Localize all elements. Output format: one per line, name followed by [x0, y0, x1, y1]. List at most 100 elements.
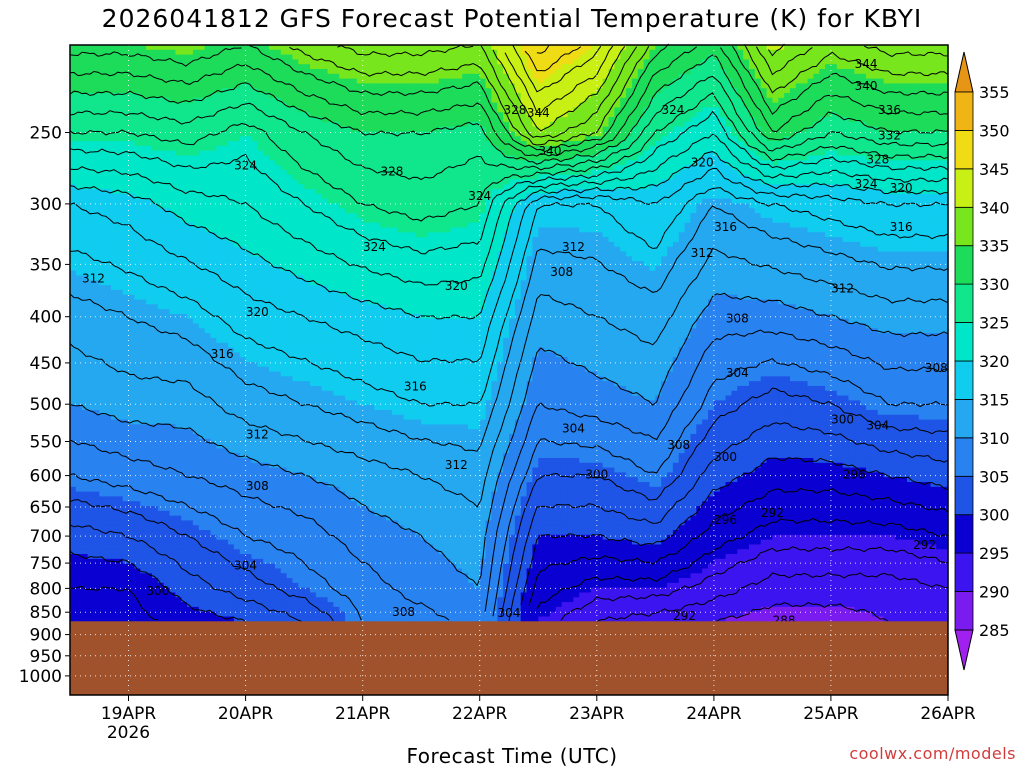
field-cell: [468, 170, 474, 175]
field-cell: [808, 199, 814, 204]
field-cell: [679, 160, 685, 165]
field-cell: [907, 59, 913, 64]
field-cell: [111, 59, 117, 64]
field-cell: [726, 194, 732, 199]
field-cell: [714, 141, 720, 146]
field-cell: [129, 107, 135, 112]
field-cell: [433, 155, 439, 160]
field-cell: [386, 184, 392, 189]
field-cell: [392, 136, 398, 141]
field-cell: [462, 98, 468, 103]
field-cell: [164, 69, 170, 74]
field-cell: [333, 175, 339, 180]
field-cell: [292, 184, 298, 189]
field-cell: [374, 146, 380, 151]
field-cell: [503, 170, 509, 175]
field-cell: [287, 55, 293, 60]
field-cell: [515, 194, 521, 199]
field-cell: [257, 122, 263, 127]
field-cell: [808, 98, 814, 103]
field-cell: [503, 184, 509, 189]
field-cell: [152, 165, 158, 170]
field-cell: [638, 141, 644, 146]
field-cell: [146, 45, 152, 50]
field-cell: [609, 184, 615, 189]
field-cell: [164, 151, 170, 156]
field-cell: [234, 50, 240, 55]
field-cell: [913, 107, 919, 112]
field-cell: [755, 55, 761, 60]
field-cell: [427, 64, 433, 69]
field-cell: [216, 117, 222, 122]
field-cell: [837, 50, 843, 55]
field-cell: [322, 136, 328, 141]
field-cell: [445, 74, 451, 79]
field-cell: [456, 74, 462, 79]
field-cell: [345, 184, 351, 189]
field-cell: [685, 117, 691, 122]
field-cell: [462, 79, 468, 84]
field-cell: [70, 160, 76, 165]
field-cell: [398, 83, 404, 88]
field-cell: [99, 117, 105, 122]
field-cell: [369, 122, 375, 127]
field-cell: [111, 194, 117, 199]
field-cell: [802, 55, 808, 60]
field-cell: [234, 184, 240, 189]
field-cell: [105, 83, 111, 88]
field-cell: [889, 79, 895, 84]
field-cell: [796, 88, 802, 93]
field-cell: [175, 160, 181, 165]
field-cell: [819, 98, 825, 103]
field-cell: [328, 83, 334, 88]
field-cell: [843, 112, 849, 117]
field-cell: [105, 194, 111, 199]
field-cell: [638, 88, 644, 93]
field-cell: [351, 141, 357, 146]
field-cell: [304, 103, 310, 108]
field-cell: [632, 155, 638, 160]
field-cell: [117, 88, 123, 93]
field-cell: [70, 122, 76, 127]
field-cell: [591, 127, 597, 132]
field-cell: [205, 79, 211, 84]
field-cell: [930, 79, 936, 84]
field-cell: [386, 136, 392, 141]
field-cell: [263, 83, 269, 88]
field-cell: [70, 83, 76, 88]
field-cell: [386, 179, 392, 184]
field-cell: [181, 136, 187, 141]
field-cell: [609, 112, 615, 117]
field-cell: [322, 88, 328, 93]
field-cell: [275, 83, 281, 88]
field-cell: [661, 55, 667, 60]
field-cell: [257, 175, 263, 180]
field-cell: [895, 79, 901, 84]
field-cell: [813, 184, 819, 189]
field-cell: [158, 170, 164, 175]
field-cell: [433, 189, 439, 194]
field-cell: [731, 184, 737, 189]
field-cell: [755, 98, 761, 103]
field-cell: [673, 160, 679, 165]
field-cell: [328, 141, 334, 146]
field-cell: [462, 107, 468, 112]
field-cell: [316, 103, 322, 108]
field-cell: [486, 88, 492, 93]
field-cell: [363, 155, 369, 160]
field-cell: [813, 189, 819, 194]
field-cell: [439, 199, 445, 204]
field-cell: [702, 69, 708, 74]
field-cell: [228, 175, 234, 180]
field-cell: [140, 83, 146, 88]
field-cell: [462, 112, 468, 117]
field-cell: [210, 122, 216, 127]
field-cell: [363, 74, 369, 79]
field-cell: [199, 151, 205, 156]
field-cell: [731, 74, 737, 79]
field-cell: [690, 74, 696, 79]
field-cell: [433, 184, 439, 189]
field-cell: [93, 64, 99, 69]
field-cell: [521, 74, 527, 79]
field-cell: [158, 189, 164, 194]
